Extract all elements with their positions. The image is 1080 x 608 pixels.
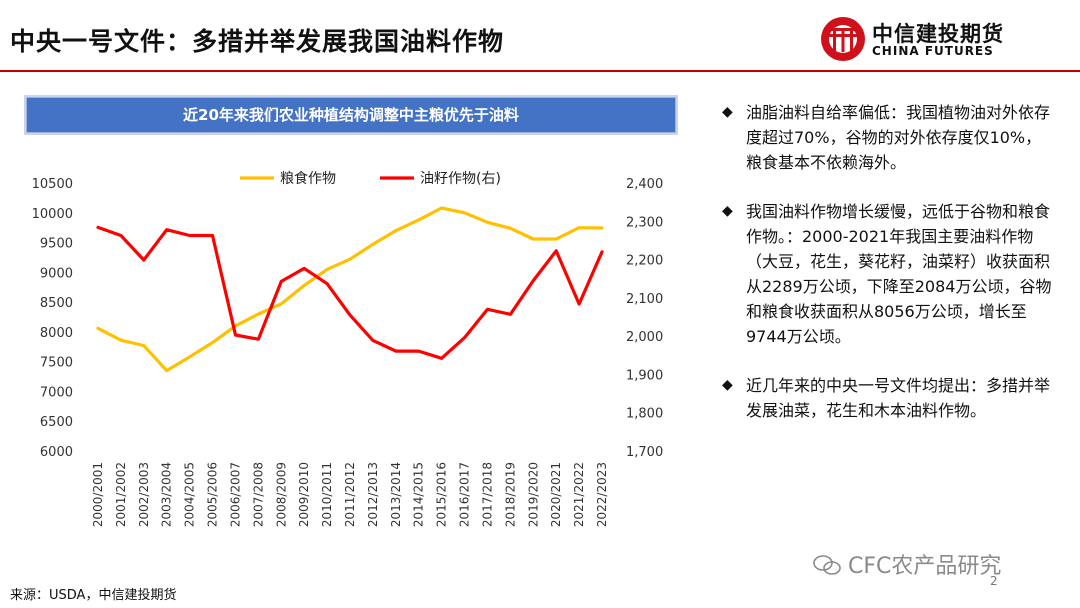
y-left-tick-label: 9500	[40, 237, 73, 252]
x-tick-label: 2008/2009	[274, 462, 288, 527]
y-right-tick-label: 1,900	[626, 368, 663, 383]
x-tick-label: 2003/2004	[160, 462, 174, 527]
wechat-icon	[813, 555, 841, 575]
page-number: 2	[990, 574, 998, 588]
china-futures-logo	[821, 17, 865, 61]
bullet-item: ◆ 近几年来的中央一号文件均提出：多措并举发展油菜，花生和木本油料作物。	[722, 373, 1052, 423]
x-tick-label: 2012/2013	[366, 462, 380, 527]
y-right-tick-label: 2,200	[626, 254, 663, 269]
bullet-item: ◆ 我国油料作物增长缓慢，远低于谷物和粮食作物。：2000-2021年我国主要油…	[722, 199, 1052, 349]
watermark-text: CFC农产品研究	[848, 554, 1002, 579]
y-right-tick-label: 2,100	[626, 292, 663, 307]
y-right-tick-label: 1,800	[626, 407, 663, 422]
brand: 中信建投期货 CHINA FUTURES	[818, 14, 1058, 64]
y-left-tick-label: 7500	[40, 356, 73, 371]
y-right-tick-label: 2,400	[626, 177, 663, 192]
legend-label: 粮食作物	[280, 170, 336, 187]
diamond-bullet-icon: ◆	[722, 104, 733, 120]
x-tick-label: 2019/2020	[526, 462, 540, 527]
x-tick-label: 2001/2002	[114, 462, 128, 527]
y-left-tick-label: 6500	[40, 415, 73, 430]
watermark: CFC农产品研究	[812, 548, 1001, 580]
header-divider	[0, 70, 1080, 72]
diamond-bullet-icon: ◆	[722, 203, 733, 219]
x-tick-label: 2004/2005	[183, 462, 197, 527]
x-tick-label: 2009/2010	[297, 462, 311, 527]
y-left-tick-label: 10000	[32, 207, 73, 222]
x-tick-label: 2014/2015	[412, 462, 426, 527]
source-note: 来源：USDA，中信建投期货	[10, 588, 177, 603]
x-tick-label: 2018/2019	[503, 462, 517, 527]
y-left-tick-label: 6000	[40, 445, 73, 460]
series-line	[96, 206, 604, 373]
bullet-text: 我国油料作物增长缓慢，远低于谷物和粮食作物。：2000-2021年我国主要油料作…	[746, 202, 1052, 346]
diamond-bullet-icon: ◆	[722, 377, 733, 393]
chart-title: 近20年来我们农业种植结构调整中主粮优先于油料	[26, 97, 676, 133]
bullet-list: ◆ 油脂油料自给率偏低：我国植物油对外依存度超过70%，谷物的对外依存度仅10%…	[722, 100, 1052, 447]
x-tick-label: 2006/2007	[228, 462, 242, 527]
brand-name-en: CHINA FUTURES	[872, 44, 994, 58]
x-tick-label: 2013/2014	[389, 462, 403, 527]
x-tick-label: 2016/2017	[458, 462, 472, 527]
y-right-tick-label: 1,700	[626, 445, 663, 460]
y-left-tick-label: 9000	[40, 266, 73, 281]
y-left-tick-label: 7000	[40, 385, 73, 400]
line-chart: 6000 6500 7000 7500 8000 8500 9000 9500 10000 105…	[32, 170, 664, 527]
y-left-tick-label: 8500	[40, 296, 73, 311]
legend-label: 油籽作物(右)	[420, 171, 501, 187]
brand-name-cn: 中信建投期货	[872, 22, 1004, 46]
page-title: 中央一号文件：多措并举发展我国油料作物	[10, 27, 505, 56]
y-left-tick-label: 8000	[40, 326, 73, 341]
bullet-text: 油脂油料自给率偏低：我国植物油对外依存度超过70%，谷物的对外依存度仅10%，粮…	[746, 103, 1051, 172]
x-tick-label: 2020/2021	[549, 462, 563, 527]
x-tick-label: 2021/2022	[572, 462, 586, 527]
y-right-tick-label: 2,000	[626, 330, 663, 345]
x-tick-label: 2017/2018	[480, 462, 494, 527]
x-tick-label: 2007/2008	[251, 462, 265, 527]
y-left-tick-label: 10500	[32, 177, 73, 192]
x-tick-label: 2002/2003	[137, 462, 151, 527]
x-tick-label: 2010/2011	[320, 462, 334, 527]
x-tick-label: 2015/2016	[435, 462, 449, 527]
bullet-text: 近几年来的中央一号文件均提出：多措并举发展油菜，花生和木本油料作物。	[746, 376, 1051, 420]
y-right-tick-label: 2,300	[626, 215, 663, 230]
bullet-item: ◆ 油脂油料自给率偏低：我国植物油对外依存度超过70%，谷物的对外依存度仅10%…	[722, 100, 1052, 175]
x-tick-label: 2022/2023	[595, 462, 609, 527]
x-tick-label: 2011/2012	[343, 462, 357, 527]
x-tick-label: 2005/2006	[206, 462, 220, 527]
series-line	[96, 225, 604, 360]
x-tick-label: 2000/2001	[91, 462, 105, 527]
